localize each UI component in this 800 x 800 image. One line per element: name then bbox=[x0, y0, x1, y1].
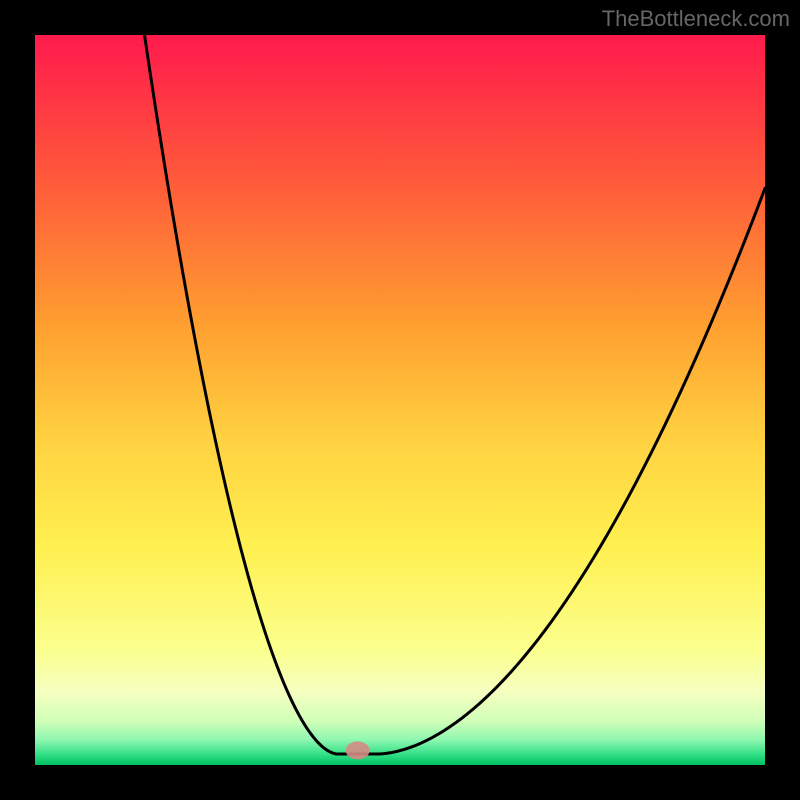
chart-canvas: TheBottleneck.com bbox=[0, 0, 800, 800]
chart-svg bbox=[0, 0, 800, 800]
plot-area bbox=[35, 35, 765, 765]
watermark-text: TheBottleneck.com bbox=[602, 6, 790, 32]
optimal-point-marker bbox=[346, 741, 370, 759]
